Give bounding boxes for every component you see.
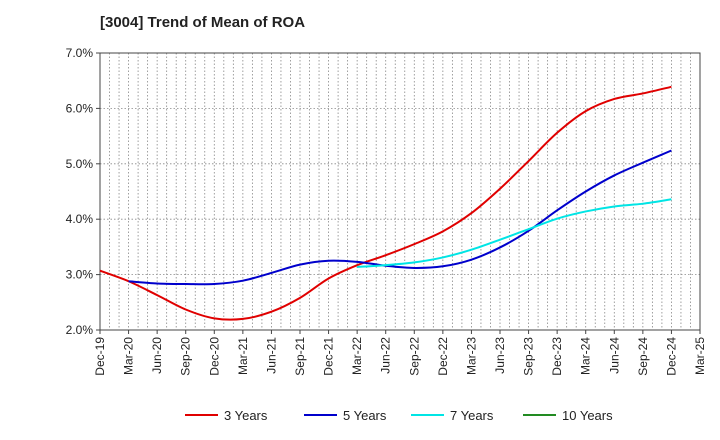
x-tick-label: Dec-21 [322, 337, 336, 376]
x-tick-label: Mar-22 [350, 337, 364, 375]
x-tick-label: Dec-23 [550, 337, 564, 376]
y-tick-label: 2.0% [66, 323, 94, 337]
x-tick-label: Sep-23 [522, 337, 536, 376]
series-line-3-years [99, 85, 672, 321]
x-tick-label: Jun-23 [493, 337, 507, 374]
x-tick-label: Jun-21 [264, 337, 278, 374]
y-tick-label: 5.0% [66, 157, 94, 171]
plot-frame [99, 52, 701, 331]
legend-label-7-years: 7 Years [450, 408, 494, 423]
x-tick-label: Dec-22 [436, 337, 450, 376]
x-tick-label: Jun-20 [150, 337, 164, 374]
series-line-5-years [128, 149, 672, 286]
x-tick-label: Sep-22 [407, 337, 421, 376]
x-tick-label: Dec-24 [664, 337, 678, 376]
legend-label-10-years: 10 Years [562, 408, 613, 423]
x-tick-label: Jun-22 [379, 337, 393, 374]
legend-label-5-years: 5 Years [343, 408, 387, 423]
x-tick-label: Jun-24 [607, 337, 621, 374]
series-line-7-years [357, 198, 672, 268]
x-tick-label: Sep-21 [293, 337, 307, 376]
x-tick-label: Mar-24 [579, 337, 593, 375]
x-tick-label: Mar-20 [122, 337, 136, 375]
y-tick-label: 6.0% [66, 101, 94, 115]
legend: 3 Years 5 Years 7 Years 10 Years [185, 408, 613, 423]
series-lines [99, 85, 672, 321]
x-tick-label: Dec-19 [93, 337, 107, 376]
x-tick-label: Sep-20 [179, 337, 193, 376]
legend-label-3-years: 3 Years [224, 408, 268, 423]
x-tick-label: Dec-20 [207, 337, 221, 376]
x-tick-label: Sep-24 [636, 337, 650, 376]
x-axis: Dec-19 Mar-20 Jun-20 Sep-20 Dec-20 Mar-21 Jun-… [93, 330, 707, 376]
x-tick-label: Mar-21 [236, 337, 250, 375]
y-axis: 2.0% 3.0% 4.0% 5.0% 6.0% 7.0% [66, 46, 100, 337]
plot-area [100, 53, 700, 330]
grid-lines [100, 53, 700, 330]
x-tick-label: Mar-23 [464, 337, 478, 375]
y-tick-label: 4.0% [66, 212, 94, 226]
y-tick-label: 3.0% [66, 268, 94, 282]
y-tick-label: 7.0% [66, 46, 94, 60]
chart-title: [3004] Trend of Mean of ROA [100, 14, 306, 31]
x-tick-label: Mar-25 [693, 337, 707, 375]
